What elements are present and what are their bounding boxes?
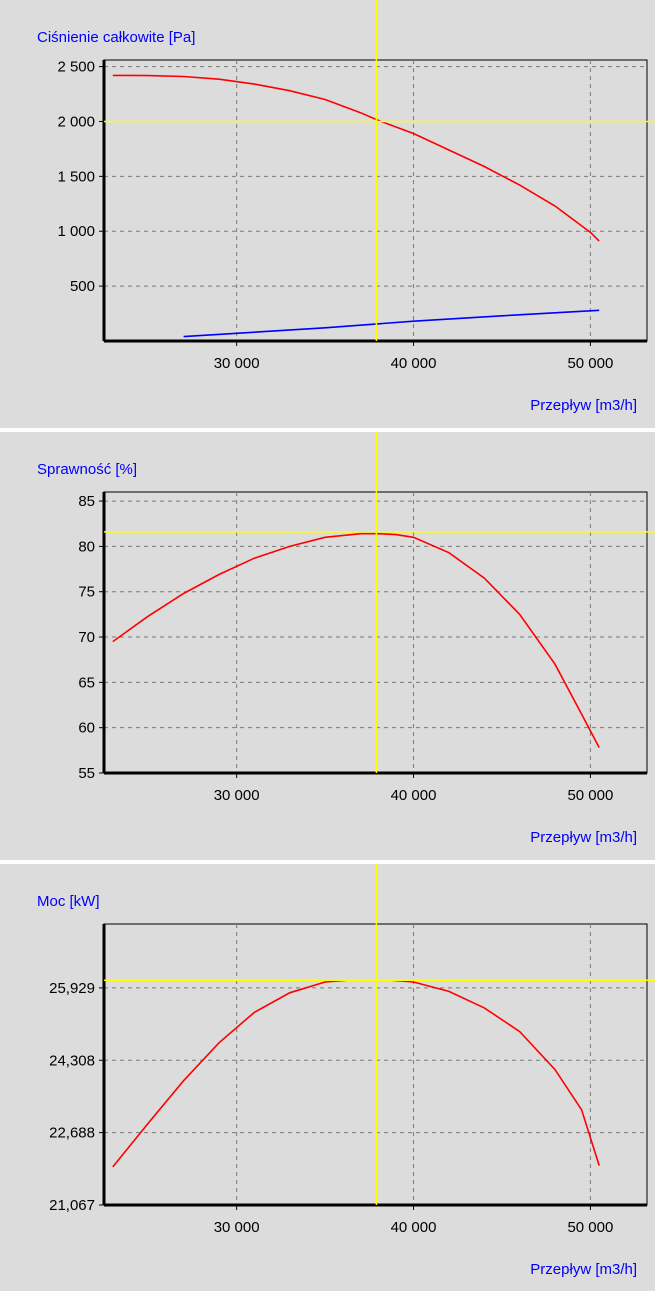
series-line [392, 979, 600, 1166]
chart-plot-power: 21,067 22,688 24,308 25,929 30 000 40 000 50 0… [49, 864, 655, 1236]
plot-area [103, 923, 648, 1206]
x-axis-label: Przepływ [m3/h] [530, 829, 637, 846]
x-tick-label: 50 000 [567, 1219, 613, 1236]
panel-separator [0, 860, 655, 864]
y-tick-label: 70 [78, 629, 95, 646]
x-tick-label: 40 000 [391, 787, 437, 804]
chart-plot-efficiency: 55 60 65 70 75 80 85 30 000 40 000 50 000 [78, 432, 655, 804]
y-tick-label: 500 [70, 278, 95, 295]
chart-panel-pressure: Ciśnienie całkowite [Pa] 500 1 000 1 500 2 … [0, 0, 655, 428]
y-tick-label: 1 000 [57, 223, 95, 240]
x-tick-label: 40 000 [391, 1219, 437, 1236]
y-tick-label: 2 500 [57, 59, 95, 76]
y-tick-label: 21,067 [49, 1197, 95, 1214]
series-line [112, 74, 600, 242]
x-axis-label: Przepływ [m3/h] [530, 397, 637, 414]
panel-separator [0, 428, 655, 432]
x-tick-label: 50 000 [567, 787, 613, 804]
y-tick-label: 65 [78, 674, 95, 691]
x-tick-label: 50 000 [567, 355, 613, 372]
chart-title: Ciśnienie całkowite [Pa] [37, 29, 196, 46]
y-tick-label: 24,308 [49, 1052, 95, 1069]
x-tick-label: 30 000 [214, 1219, 260, 1236]
x-tick-label: 30 000 [214, 355, 260, 372]
series-line [112, 532, 600, 748]
y-tick-label: 80 [78, 538, 95, 555]
chart-panel-efficiency: Sprawność [%] 55 60 65 70 75 80 85 30 000 40 000… [0, 432, 655, 860]
chart-title: Moc [kW] [37, 893, 100, 910]
chart-plot-pressure: 500 1 000 1 500 2 000 2 500 30 000 40 000 50 00… [57, 0, 655, 372]
series-line [183, 309, 600, 338]
x-axis-label: Przepływ [m3/h] [530, 1261, 637, 1278]
chart-title: Sprawność [%] [37, 461, 138, 478]
y-tick-label: 1 500 [57, 168, 95, 185]
x-tick-label: 40 000 [391, 355, 437, 372]
series-line [112, 979, 347, 1168]
chart-panel-power: Moc [kW] 21,067 22,688 24,308 25,929 30 000 4… [0, 864, 655, 1291]
y-tick-label: 60 [78, 720, 95, 737]
x-tick-label: 30 000 [214, 787, 260, 804]
y-tick-label: 25,929 [49, 980, 95, 997]
y-tick-label: 22,688 [49, 1125, 95, 1142]
y-tick-label: 2 000 [57, 113, 95, 130]
y-tick-label: 55 [78, 765, 95, 782]
y-tick-label: 85 [78, 493, 95, 510]
y-tick-label: 75 [78, 584, 95, 601]
plot-area [103, 59, 648, 342]
